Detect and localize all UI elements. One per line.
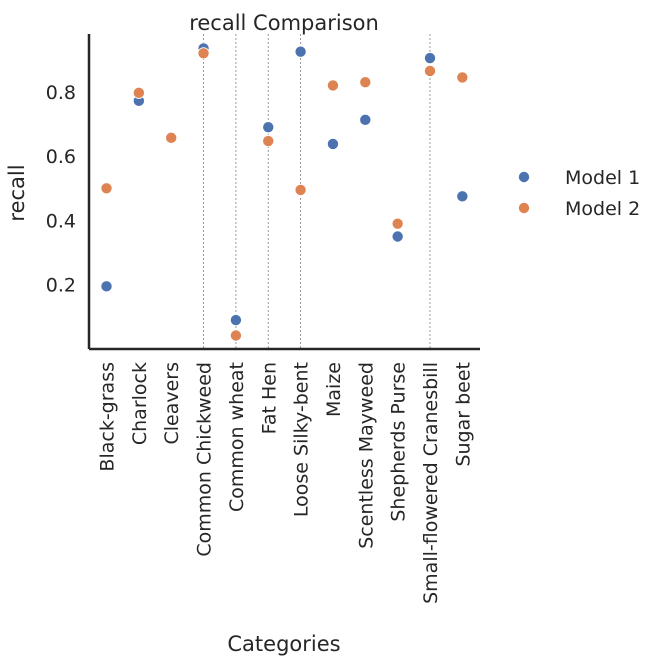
point-series-1	[423, 52, 436, 65]
x-tick-label: Black-grass	[97, 362, 119, 472]
vertical-guides	[203, 34, 431, 349]
x-tick-label: Fat Hen	[258, 362, 280, 434]
y-tick-label: 0.2	[46, 275, 76, 297]
point-series-1	[294, 45, 307, 58]
legend-label: Model 2	[565, 198, 640, 220]
x-tick-labels: Black-grass Charlock Cleavers Common Chickw…	[97, 362, 475, 604]
x-tick-label: Charlock	[129, 362, 151, 445]
x-tick-label: Common Chickweed	[194, 362, 216, 557]
point-series-1	[100, 280, 113, 293]
y-tick-labels: 0.2 0.4 0.6 0.8	[46, 82, 76, 297]
legend: Model 1 Model 2	[518, 167, 640, 220]
x-tick-label: Scentless Mayweed	[355, 362, 377, 549]
point-series-1	[326, 137, 339, 150]
legend-marker	[518, 201, 531, 214]
point-series-2	[456, 71, 469, 84]
point-series-1	[262, 121, 275, 134]
x-tick-label: Small-flowered Cranesbill	[420, 362, 442, 604]
point-series-2	[229, 329, 242, 342]
x-tick-label: Maize	[323, 362, 345, 417]
y-tick-label: 0.6	[46, 146, 76, 168]
point-series-2	[294, 183, 307, 196]
point-series-1	[456, 190, 469, 203]
point-series-2	[165, 131, 178, 144]
chart-title: recall Comparison	[189, 11, 379, 35]
x-tick-label: Loose Silky-bent	[291, 362, 313, 517]
legend-marker	[518, 170, 531, 183]
point-series-2	[359, 76, 372, 89]
y-tick-label: 0.4	[46, 210, 76, 232]
point-series-2	[197, 47, 210, 60]
x-tick-label: Common wheat	[226, 362, 248, 512]
point-series-1	[391, 230, 404, 243]
point-series-1	[229, 314, 242, 327]
point-series-2	[391, 217, 404, 230]
point-series-2	[132, 86, 145, 99]
y-tick-label: 0.8	[46, 82, 76, 104]
point-series-1	[359, 113, 372, 126]
point-series-2	[423, 64, 436, 77]
x-axis-label: Categories	[227, 632, 340, 656]
data-points	[100, 42, 469, 342]
x-tick-label: Sugar beet	[452, 362, 474, 467]
point-series-2	[262, 135, 275, 148]
x-tick-label: Cleavers	[161, 362, 183, 445]
x-tick-label: Shepherds Purse	[388, 362, 410, 522]
y-axis-label: recall	[5, 164, 29, 221]
point-series-2	[326, 79, 339, 92]
point-series-2	[100, 182, 113, 195]
legend-label: Model 1	[565, 167, 640, 189]
